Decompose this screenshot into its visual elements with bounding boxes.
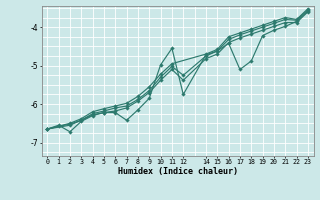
X-axis label: Humidex (Indice chaleur): Humidex (Indice chaleur) <box>118 167 237 176</box>
